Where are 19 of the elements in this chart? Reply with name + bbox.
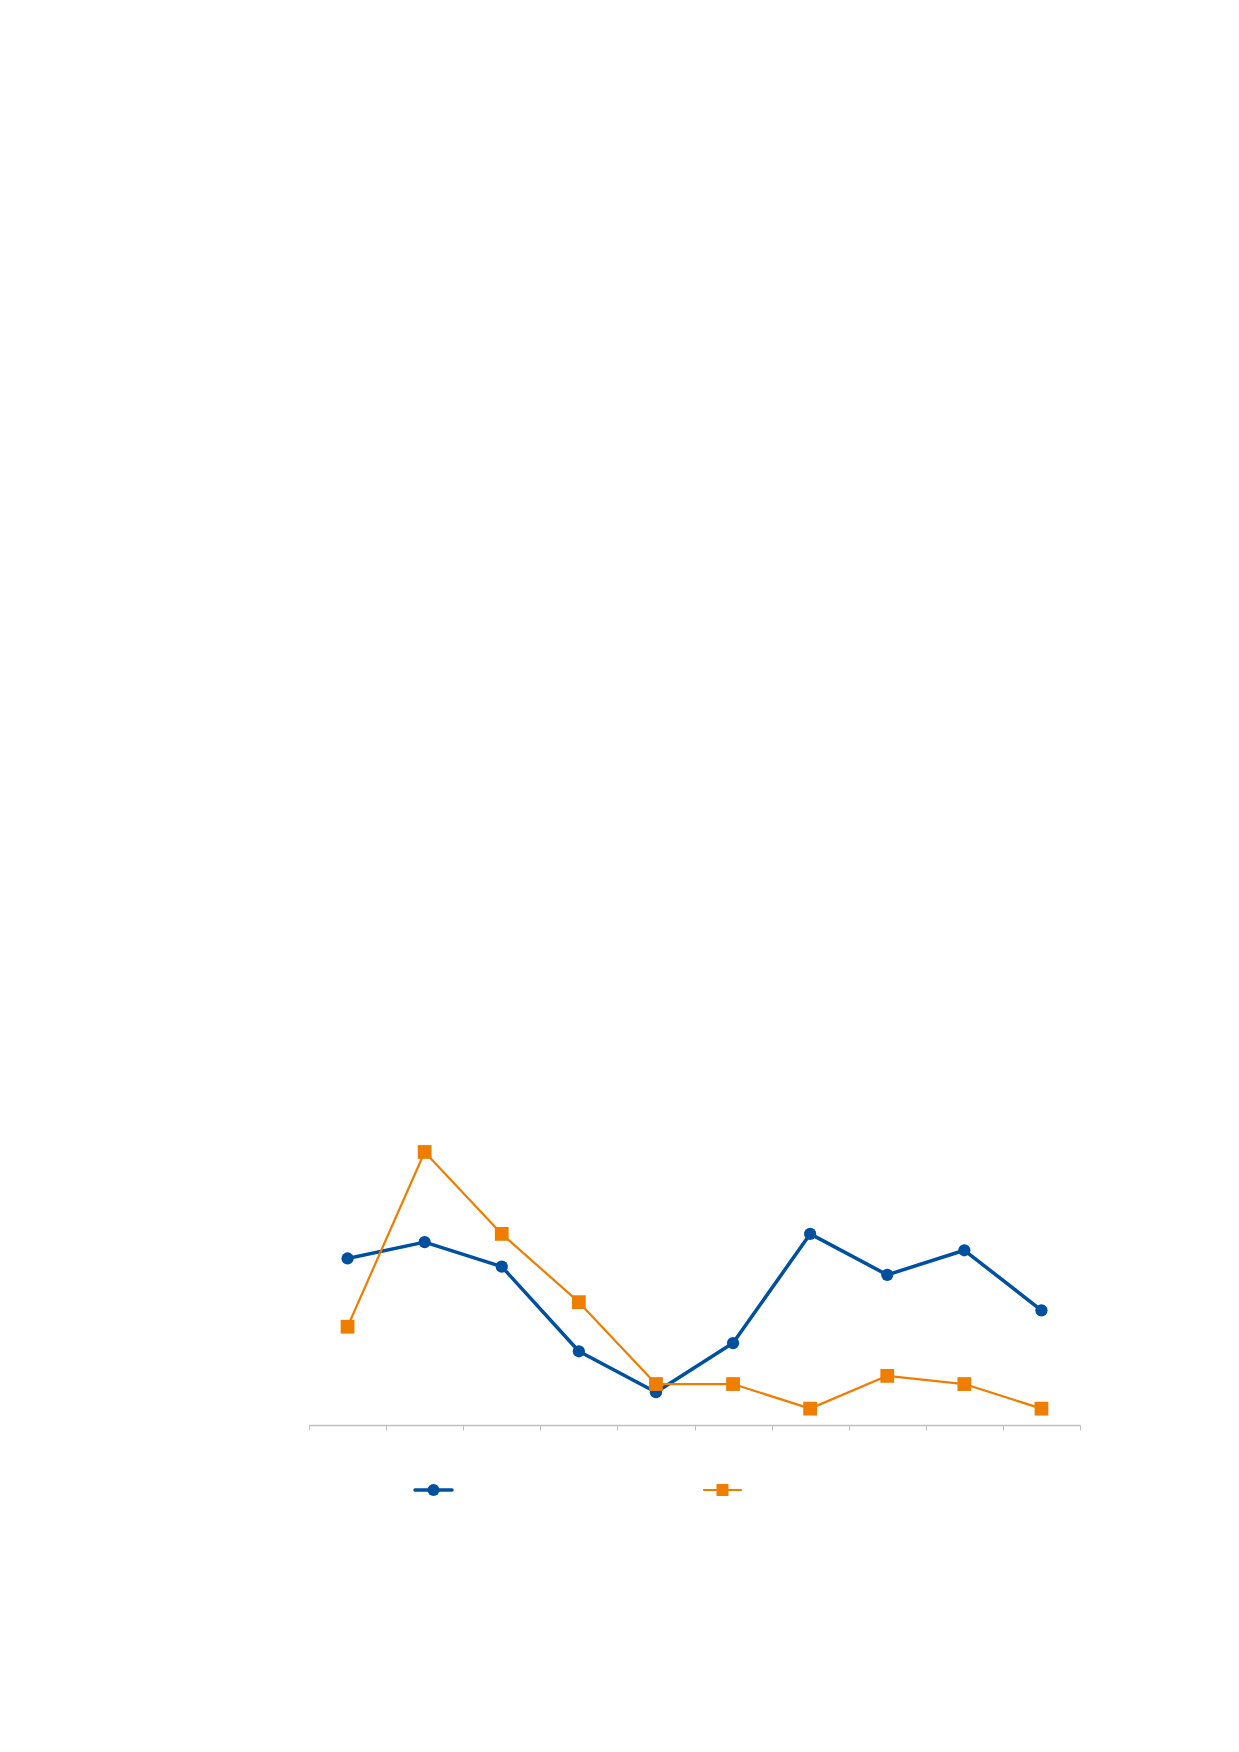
- point: [340, 1319, 355, 1334]
- point: [803, 1401, 818, 1416]
- point: [572, 1345, 585, 1358]
- point: [495, 1260, 508, 1273]
- point: [881, 1268, 894, 1281]
- point: [649, 1377, 663, 1391]
- point: [417, 1145, 432, 1159]
- point: [726, 1377, 740, 1391]
- point: [958, 1244, 971, 1257]
- point: [1035, 1304, 1048, 1317]
- point: [880, 1368, 895, 1383]
- point: [341, 1252, 354, 1265]
- point: [1034, 1401, 1049, 1416]
- point: [571, 1295, 586, 1310]
- point: [804, 1227, 817, 1241]
- point: [494, 1227, 509, 1241]
- point: [726, 1336, 740, 1350]
- point: [418, 1235, 431, 1249]
- point: [957, 1377, 972, 1391]
